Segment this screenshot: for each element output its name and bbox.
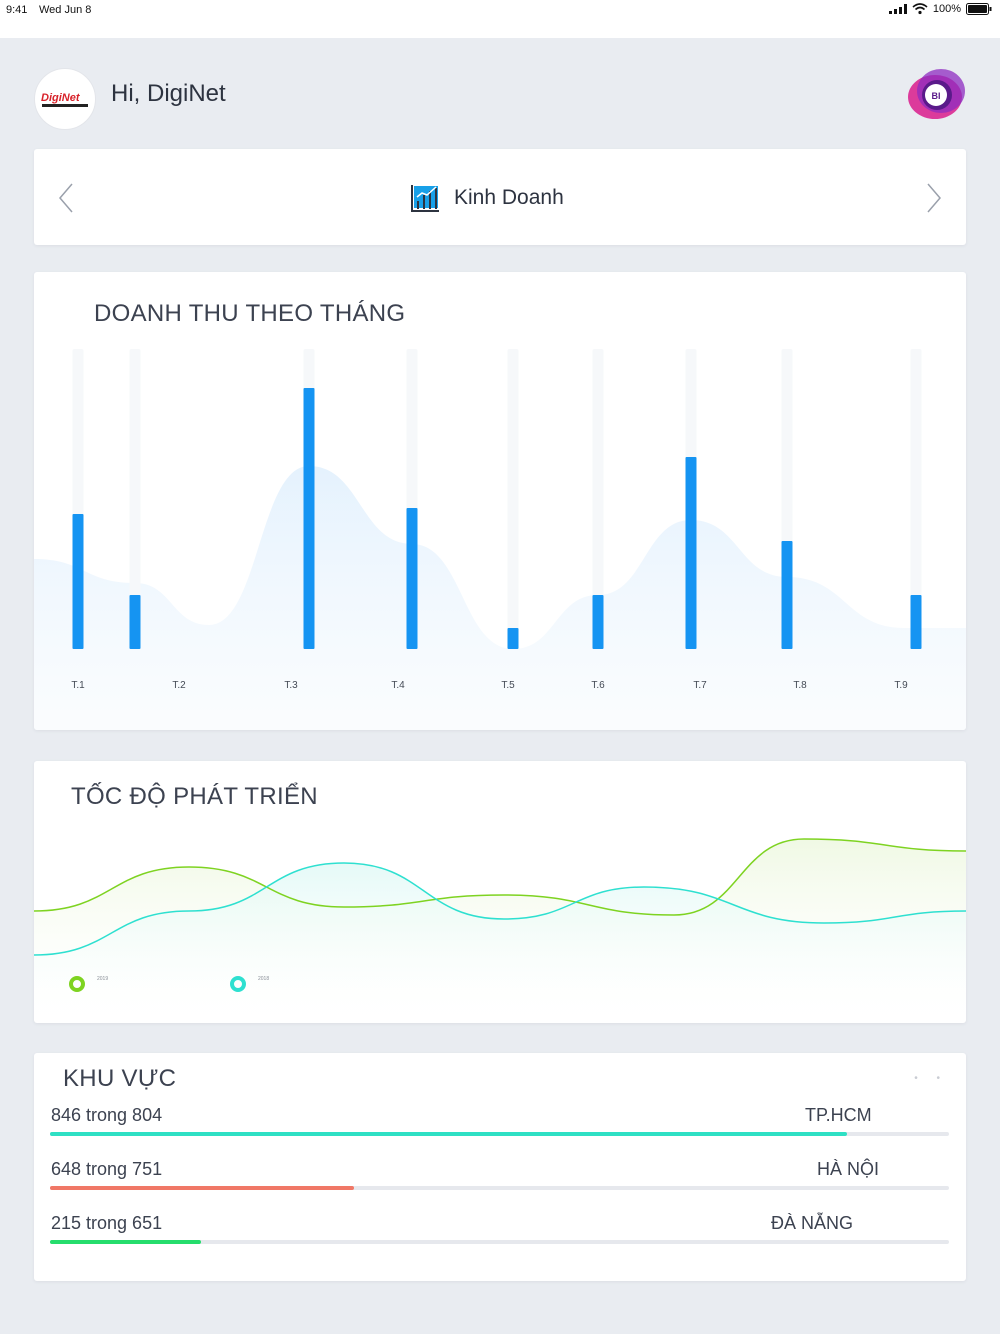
- revenue-bar[interactable]: [592, 595, 604, 649]
- revenue-bar[interactable]: [72, 514, 84, 649]
- legend-marker: [230, 976, 246, 992]
- revenue-bar[interactable]: [685, 457, 697, 649]
- revenue-bar-chart: T.1 T.2 T.3 T.4 T.5 T.6 T.7 T.8 T.9: [34, 349, 966, 730]
- bar-track: [507, 349, 519, 649]
- region-count: 648 trong 751: [51, 1159, 163, 1179]
- x-tick-label: T.8: [793, 680, 807, 691]
- legend-marker: [69, 976, 85, 992]
- bar-chart-icon: [411, 185, 439, 212]
- growth-chart-title: TỐC ĐỘ PHÁT TRIỂN: [71, 783, 318, 810]
- series-2018-line[interactable]: [34, 862, 966, 956]
- svg-text:DigiNet: DigiNet: [41, 92, 81, 104]
- company-avatar[interactable]: DigiNet: [34, 68, 96, 130]
- status-indicators: 100%: [888, 3, 992, 15]
- revenue-bar[interactable]: [781, 541, 793, 649]
- x-tick-label: T.6: [591, 680, 605, 691]
- region-count: 215 trong 651: [51, 1213, 163, 1233]
- revenue-bar[interactable]: [507, 628, 519, 649]
- region-progress-fill: [50, 1240, 202, 1244]
- diginet-logo-icon: DigiNet: [41, 92, 88, 107]
- region-progress-track: [50, 1240, 949, 1244]
- revenue-bar[interactable]: [129, 595, 141, 649]
- region-progress-track: [50, 1186, 949, 1190]
- revenue-bar[interactable]: [303, 388, 315, 649]
- svg-text:BI: BI: [932, 91, 941, 101]
- next-button[interactable]: [924, 181, 944, 215]
- legend-label: 2019: [97, 976, 108, 982]
- x-tick-label: T.7: [693, 680, 707, 691]
- region-progress-fill: [50, 1132, 848, 1136]
- region-name: TP.HCM: [805, 1105, 872, 1125]
- growth-line-chart: 2019 2018: [34, 838, 966, 1023]
- growth-chart-card: TỐC ĐỘ PHÁT TRIỂN 2019 2018: [34, 761, 966, 1023]
- bar-track: [129, 349, 141, 649]
- revenue-background-area: [34, 466, 966, 730]
- revenue-chart-title: DOANH THU THEO THÁNG: [94, 300, 406, 327]
- x-tick-label: T.5: [501, 680, 515, 691]
- region-card: KHU VỰC • • 846 trong 804 TP.HCM 648 tro…: [34, 1053, 966, 1281]
- battery-icon: [966, 3, 992, 15]
- x-tick-label: T.9: [894, 680, 908, 691]
- bar-track: [592, 349, 604, 649]
- region-title: KHU VỰC: [63, 1065, 177, 1092]
- status-time: 9:41: [6, 4, 28, 16]
- more-icon[interactable]: • •: [914, 1073, 948, 1084]
- signal-icon: [888, 4, 907, 14]
- chevron-left-icon: [59, 183, 73, 213]
- region-progress-track: [50, 1132, 949, 1136]
- greeting-text: Hi, DigiNet: [111, 80, 226, 107]
- region-name: HÀ NỘI: [817, 1159, 880, 1179]
- bar-track: [910, 349, 922, 649]
- revenue-bar[interactable]: [406, 508, 418, 649]
- x-tick-label: T.3: [284, 680, 298, 691]
- x-tick-label: T.2: [172, 680, 186, 691]
- x-tick-label: T.1: [71, 680, 85, 691]
- region-progress-fill: [50, 1186, 354, 1190]
- category-title: Kinh Doanh: [454, 186, 564, 209]
- previous-button[interactable]: [56, 181, 76, 215]
- revenue-chart-card: DOANH THU THEO THÁNG T.1 T.2 T.3 T.4 T.5 T.6 T…: [34, 272, 966, 730]
- bi-app-logo[interactable]: BI: [905, 64, 969, 124]
- category-switcher: Kinh Doanh: [34, 149, 966, 245]
- bi-logo-icon: BI: [908, 69, 965, 119]
- status-bar: 9:41 Wed Jun 8 100%: [0, 0, 1000, 38]
- status-date: Wed Jun 8: [39, 4, 92, 16]
- region-count: 846 trong 804: [51, 1105, 163, 1125]
- wifi-icon: [912, 3, 928, 15]
- category-title-group: Kinh Doanh: [410, 182, 564, 214]
- battery-percent: 100%: [932, 3, 961, 15]
- revenue-bar[interactable]: [910, 595, 922, 649]
- series-2019-line[interactable]: [34, 838, 966, 916]
- chevron-right-icon: [927, 183, 941, 213]
- region-name: ĐÀ NẴNG: [771, 1213, 854, 1233]
- x-tick-label: T.4: [391, 680, 405, 691]
- series-2018-area: [34, 863, 966, 1023]
- legend-label: 2018: [258, 976, 269, 982]
